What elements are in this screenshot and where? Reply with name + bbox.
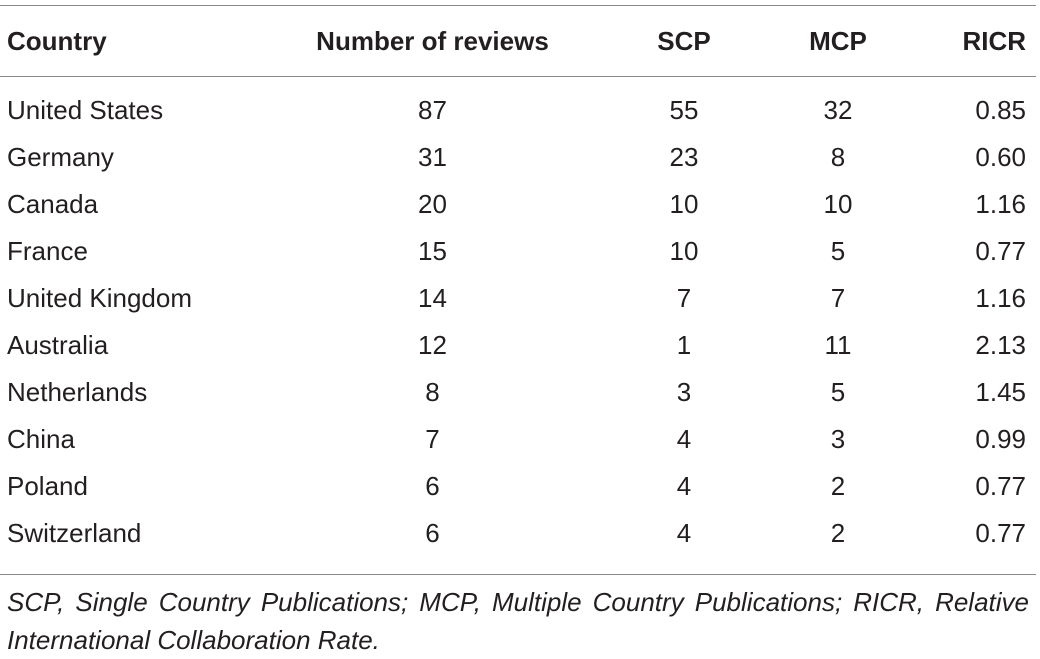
table-row: China 7 4 3 0.99 bbox=[0, 416, 1036, 463]
cell-mcp: 2 bbox=[830, 471, 846, 501]
cell-reviews: 87 bbox=[418, 95, 447, 125]
cell-mcp: 2 bbox=[830, 518, 846, 548]
cell-ricr: 0.85 bbox=[975, 95, 1026, 125]
cell-scp: 1 bbox=[676, 330, 692, 360]
table-top-rule bbox=[0, 5, 1036, 6]
cell-country: Switzerland bbox=[7, 518, 142, 548]
cell-ricr: 0.77 bbox=[975, 236, 1026, 266]
cell-country: France bbox=[7, 236, 88, 266]
header-number-of-reviews: Number of reviews bbox=[316, 25, 549, 56]
cell-mcp: 32 bbox=[823, 95, 853, 125]
cell-reviews: 6 bbox=[425, 471, 440, 501]
cell-reviews: 14 bbox=[418, 283, 447, 313]
header-mcp: MCP bbox=[809, 25, 867, 56]
cell-ricr: 2.13 bbox=[975, 330, 1026, 360]
cell-reviews: 31 bbox=[418, 142, 447, 172]
cell-reviews: 12 bbox=[418, 330, 447, 360]
cell-reviews: 7 bbox=[425, 424, 440, 454]
cell-country: Poland bbox=[7, 471, 88, 501]
cell-scp: 4 bbox=[676, 471, 692, 501]
table-footnote: SCP, Single Country Publications; MCP, M… bbox=[7, 587, 1029, 655]
table-row: United Kingdom 14 7 7 1.16 bbox=[0, 275, 1036, 322]
cell-ricr: 1.16 bbox=[975, 283, 1026, 313]
country-reviews-table: Country Number of reviews SCP MCP RICR U… bbox=[0, 6, 1036, 557]
cell-ricr: 0.99 bbox=[975, 424, 1026, 454]
table-row: Switzerland 6 4 2 0.77 bbox=[0, 510, 1036, 557]
cell-mcp: 10 bbox=[823, 189, 853, 219]
cell-ricr: 1.45 bbox=[975, 377, 1026, 407]
cell-reviews: 8 bbox=[425, 377, 440, 407]
cell-scp: 23 bbox=[669, 142, 699, 172]
table-row: France 15 10 5 0.77 bbox=[0, 228, 1036, 275]
cell-mcp: 7 bbox=[830, 283, 846, 313]
cell-country: Australia bbox=[7, 330, 109, 360]
cell-ricr: 1.16 bbox=[975, 189, 1026, 219]
header-bottom-rule bbox=[0, 76, 1036, 77]
cell-mcp: 5 bbox=[830, 236, 846, 266]
cell-country: China bbox=[7, 424, 75, 454]
cell-reviews: 20 bbox=[418, 189, 447, 219]
header-ricr: RICR bbox=[962, 25, 1026, 56]
cell-mcp: 5 bbox=[830, 377, 846, 407]
table-row: Australia 12 1 11 2.13 bbox=[0, 322, 1036, 369]
table-row: Netherlands 8 3 5 1.45 bbox=[0, 369, 1036, 416]
table-row: United States 87 55 32 0.85 bbox=[0, 76, 1036, 134]
table-bottom-rule bbox=[0, 574, 1036, 575]
cell-country: Germany bbox=[7, 142, 114, 172]
cell-scp: 55 bbox=[669, 95, 699, 125]
cell-country: United States bbox=[7, 95, 164, 125]
cell-scp: 4 bbox=[676, 518, 692, 548]
header-scp: SCP bbox=[657, 25, 711, 56]
table-header-row: Country Number of reviews SCP MCP RICR bbox=[0, 6, 1036, 76]
cell-scp: 10 bbox=[669, 236, 699, 266]
cell-scp: 7 bbox=[676, 283, 692, 313]
cell-mcp: 8 bbox=[830, 142, 846, 172]
cell-country: Canada bbox=[7, 189, 99, 219]
table-row: Poland 6 4 2 0.77 bbox=[0, 463, 1036, 510]
header-country: Country bbox=[7, 25, 107, 56]
cell-country: Netherlands bbox=[7, 377, 148, 407]
cell-scp: 3 bbox=[676, 377, 692, 407]
cell-reviews: 6 bbox=[425, 518, 440, 548]
cell-scp: 4 bbox=[676, 424, 692, 454]
cell-ricr: 0.77 bbox=[975, 518, 1026, 548]
cell-scp: 10 bbox=[669, 189, 699, 219]
table-row: Canada 20 10 10 1.16 bbox=[0, 181, 1036, 228]
cell-ricr: 0.60 bbox=[975, 142, 1026, 172]
cell-mcp: 11 bbox=[824, 330, 852, 360]
cell-mcp: 3 bbox=[830, 424, 846, 454]
cell-ricr: 0.77 bbox=[975, 471, 1026, 501]
cell-reviews: 15 bbox=[418, 236, 447, 266]
table-row: Germany 31 23 8 0.60 bbox=[0, 134, 1036, 181]
cell-country: United Kingdom bbox=[7, 283, 192, 313]
